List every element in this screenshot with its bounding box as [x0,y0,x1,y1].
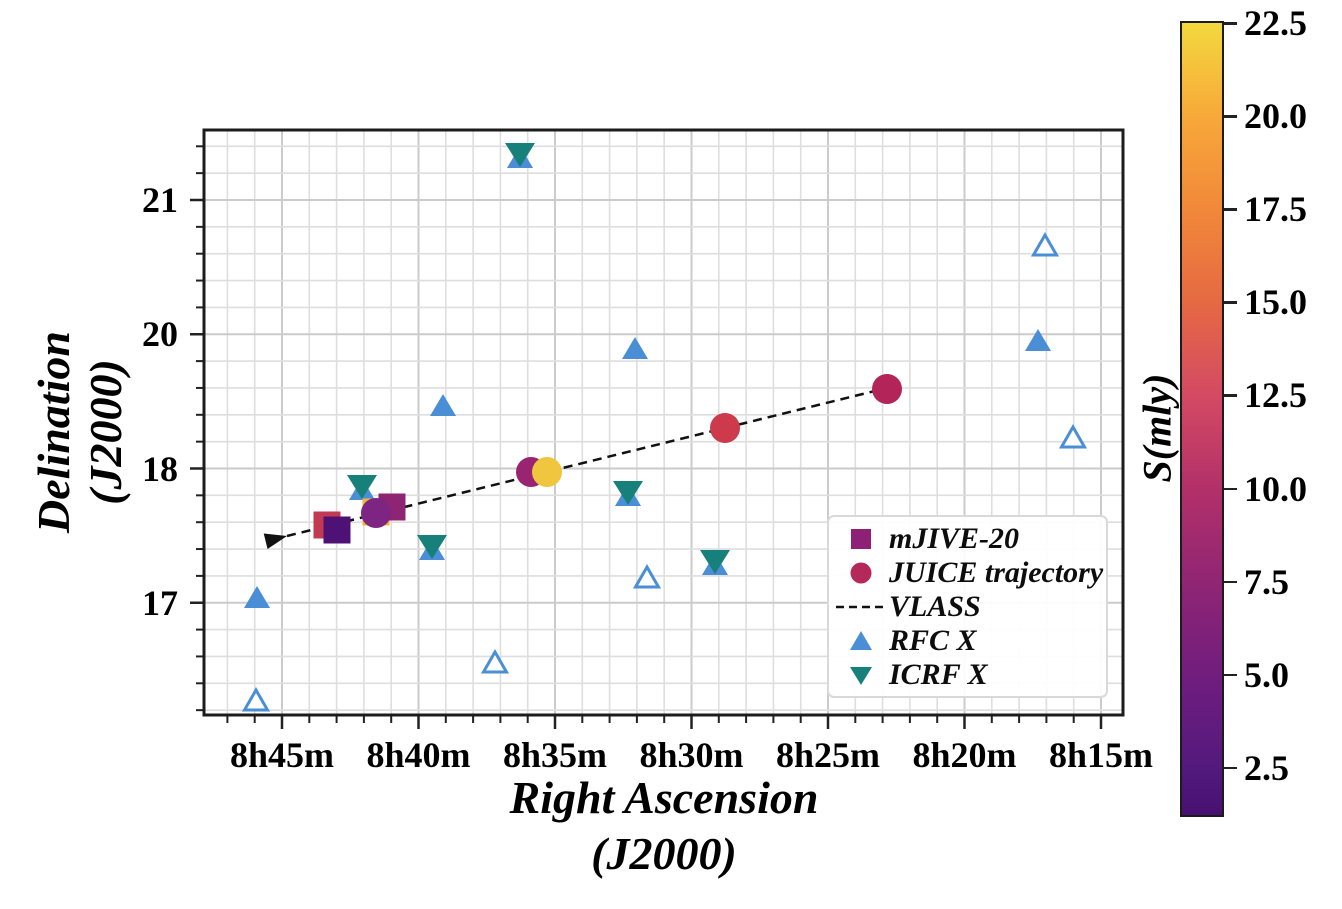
series-rfc-x-open- [241,231,1088,712]
colorbar-tick-20.0: 20.0 [1244,96,1307,137]
legend-row-rfc-x: RFC X [833,624,1102,658]
x-tick-8h15m: 8h15m [1048,735,1154,775]
colorbar [1180,21,1224,817]
marker-triangle-up [1058,423,1088,449]
y-tick-20: 20 [142,314,178,355]
y-axis-label: Delination (J2000) [28,331,132,533]
vlass-dashed-line [286,386,888,538]
legend-label: JUICE trajectory [889,555,1104,589]
colorbar-tick-22.5: 22.5 [1244,3,1307,43]
marker-triangle-up [480,648,510,674]
colorbar-tick-10.0: 10.0 [1244,468,1307,509]
x-axis-label-line1: Right Ascension [509,772,819,823]
marker-triangle-down [613,481,643,505]
marker-circle [361,498,391,528]
triangle-down-icon [833,658,889,692]
triangle-up-icon [833,624,889,658]
circle-icon [833,556,889,590]
marker-triangle-down [417,535,447,559]
colorbar-tick-mark [1224,487,1237,490]
legend-label: RFC X [889,623,977,657]
square-icon [833,522,889,556]
marker-circle [532,457,562,487]
legend-label: VLASS [889,589,981,623]
x-tick-8h30m: 8h30m [639,735,744,775]
x-tick-8h25m: 8h25m [775,735,881,775]
marker-triangle-up [244,586,270,608]
legend-label: mJIVE-20 [889,521,1020,555]
legend-row-icrf-x: ICRF X [833,658,1102,692]
legend-row-mjive-20: mJIVE-20 [833,522,1102,556]
marker-triangle-down [505,143,535,167]
dashed-line-icon [833,590,889,624]
colorbar-tick-mark [1224,208,1237,211]
marker-triangle-up [1025,329,1051,351]
colorbar-tick-12.5: 12.5 [1244,375,1307,416]
colorbar-tick-mark [1224,115,1237,118]
marker-triangle-down [347,475,377,499]
marker-square [323,516,351,544]
series-juice-trajectory [361,374,902,528]
colorbar-tick-mark [1224,766,1237,770]
marker-triangle-up [241,686,271,712]
marker-triangle-down [700,550,730,574]
colorbar-tick-mark [1224,394,1237,397]
colorbar-tick-mark [1224,580,1237,584]
colorbar-tick-2.5: 2.5 [1244,747,1289,788]
colorbar-tick-mark [1224,673,1237,677]
legend: mJIVE-20 JUICE trajectory VLASS RFC X ICRF X [827,515,1108,698]
colorbar-tick-17.5: 17.5 [1244,189,1307,230]
marker-circle [710,413,740,443]
colorbar-tick-7.5: 7.5 [1244,561,1289,602]
arrow-head-icon [263,533,287,550]
series-vlass [263,386,888,550]
y-tick-18: 18 [142,448,178,489]
colorbar-tick-mark [1224,22,1237,25]
colorbar-tick-5.0: 5.0 [1244,654,1289,695]
plot-spines [202,128,1125,717]
y-tick-21: 21 [142,180,178,220]
y-axis-label-line2: (J2000) [80,359,131,505]
x-tick-8h35m: 8h35m [502,735,608,775]
marker-circle [872,374,902,404]
colorbar-tick-15.0: 15.0 [1244,282,1307,323]
colorbar-label: S(mly) [1134,373,1180,483]
x-axis-label-line2: (J2000) [591,828,737,879]
legend-row-vlass: VLASS [833,590,1102,624]
marker-triangle-up [430,394,456,416]
legend-label: ICRF X [889,657,988,691]
series-icrf-x [347,143,730,574]
y-tick-17: 17 [142,582,178,623]
x-tick-8h20m: 8h20m [912,735,1017,775]
marker-triangle-up [622,337,648,359]
colorbar-tick-mark [1224,301,1237,304]
marker-triangle-up [632,563,662,589]
x-tick-8h45m: 8h45m [229,735,335,775]
legend-row-juice-trajectory: JUICE trajectory [833,555,1104,590]
marker-triangle-up [1030,231,1060,257]
x-axis-label: Right Ascension (J2000) [510,770,819,882]
y-axis-label-line1: Delination [28,331,79,533]
x-tick-8h40m: 8h40m [366,735,471,775]
